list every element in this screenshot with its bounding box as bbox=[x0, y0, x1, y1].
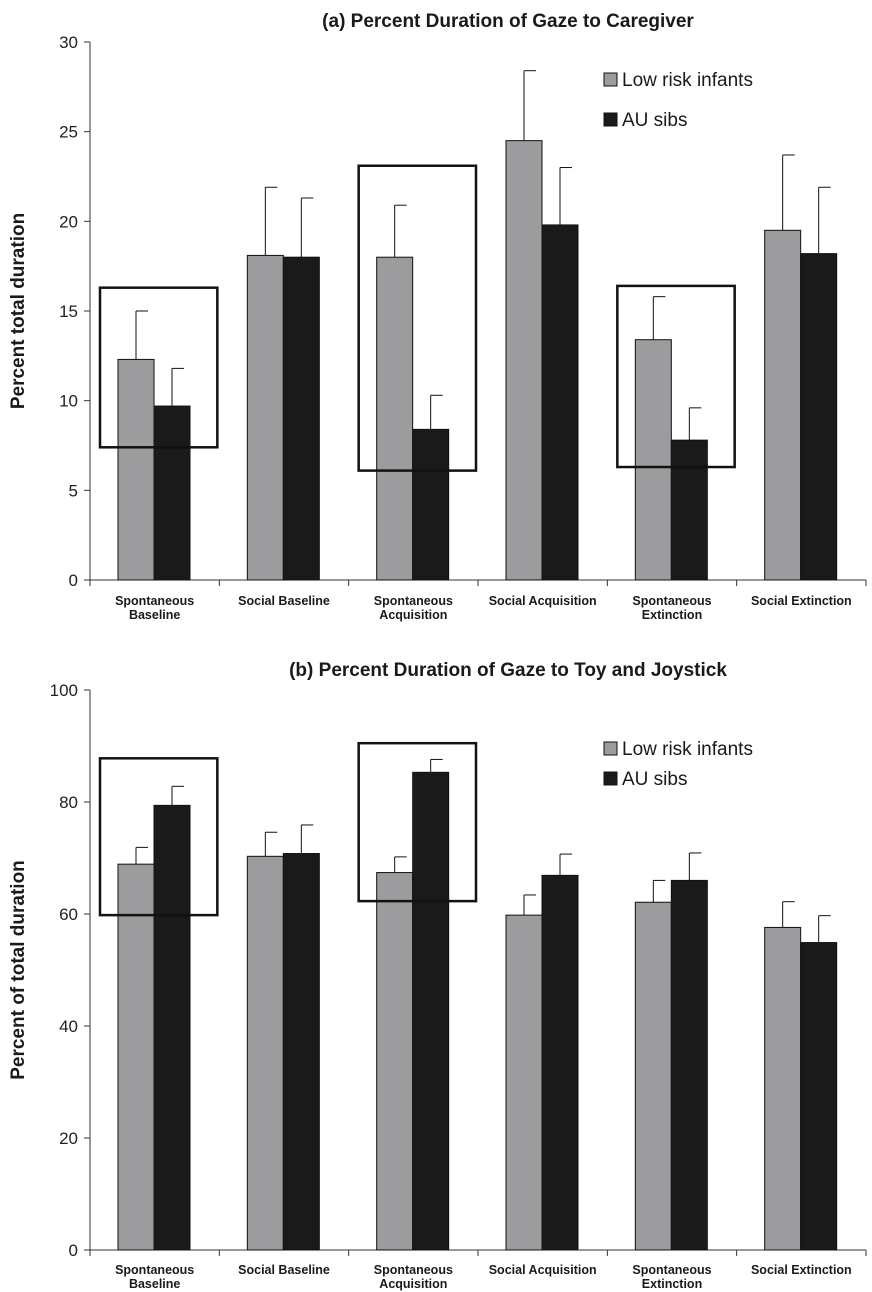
chart-b-bar bbox=[670, 879, 708, 1251]
chart-b-y-tick-label: 40 bbox=[59, 1017, 78, 1036]
chart-b-y-tick-label: 80 bbox=[59, 793, 78, 812]
chart-a-highlight-box bbox=[98, 286, 219, 449]
chart-b-category-label: Baseline bbox=[129, 1277, 180, 1291]
chart-b: (b) Percent Duration of Gaze to Toy and … bbox=[8, 660, 867, 1291]
chart-b-y-axis-label: Percent of total duration bbox=[8, 860, 29, 1080]
chart-a-bar bbox=[541, 224, 579, 581]
chart-b-category-label: Extinction bbox=[642, 1277, 702, 1291]
chart-b-y-tick-label: 0 bbox=[69, 1241, 78, 1260]
chart-a-bar bbox=[246, 254, 284, 581]
chart-b-legend-swatch bbox=[603, 741, 618, 756]
chart-a-bar bbox=[117, 358, 155, 581]
chart-b-category-label: Social Acquisition bbox=[489, 1263, 597, 1277]
chart-a-title: (a) Percent Duration of Gaze to Caregive… bbox=[322, 11, 694, 32]
chart-a-bar bbox=[634, 339, 672, 581]
chart-b-bar bbox=[800, 942, 838, 1251]
chart-a-bar bbox=[153, 405, 191, 581]
chart-a-bar bbox=[800, 253, 838, 581]
chart-b-bar bbox=[246, 855, 284, 1251]
chart-a-bar bbox=[376, 256, 414, 581]
chart-a-y-tick-label: 30 bbox=[59, 33, 78, 52]
chart-b-category-label: Spontaneous bbox=[115, 1263, 194, 1277]
chart-a-category-label: Spontaneous bbox=[374, 594, 453, 608]
chart-a-category-label: Spontaneous bbox=[632, 594, 711, 608]
chart-b-category-label: Social Extinction bbox=[751, 1263, 852, 1277]
chart-b-y-tick-label: 60 bbox=[59, 905, 78, 924]
chart-a-bar bbox=[412, 428, 450, 581]
chart-b-category-label: Acquisition bbox=[379, 1277, 447, 1291]
chart-a: (a) Percent Duration of Gaze to Caregive… bbox=[8, 11, 867, 622]
chart-b-bar bbox=[117, 863, 155, 1251]
chart-b-bar bbox=[634, 901, 672, 1251]
chart-a-category-label: Acquisition bbox=[379, 608, 447, 622]
chart-a-y-tick-label: 25 bbox=[59, 123, 78, 142]
chart-b-category-label: Spontaneous bbox=[374, 1263, 453, 1277]
chart-a-y-tick-label: 15 bbox=[59, 302, 78, 321]
chart-a-category-label: Social Extinction bbox=[751, 594, 852, 608]
chart-a-bar bbox=[505, 140, 543, 581]
chart-b-highlight-box bbox=[357, 741, 478, 903]
chart-a-y-tick-label: 10 bbox=[59, 392, 78, 411]
chart-a-category-label: Extinction bbox=[642, 608, 702, 622]
chart-b-title: (b) Percent Duration of Gaze to Toy and … bbox=[289, 660, 727, 681]
chart-a-legend-swatch bbox=[603, 72, 618, 87]
chart-b-bar bbox=[282, 853, 320, 1251]
chart-b-y-tick-label: 20 bbox=[59, 1129, 78, 1148]
chart-a-y-tick-label: 5 bbox=[69, 481, 78, 500]
chart-b-bar bbox=[376, 872, 414, 1251]
chart-b-category-label: Spontaneous bbox=[632, 1263, 711, 1277]
chart-a-y-axis-label: Percent total duration bbox=[8, 213, 29, 409]
chart-a-bar bbox=[282, 256, 320, 581]
chart-a-legend-swatch bbox=[603, 112, 618, 127]
chart-a-category-label: Social Baseline bbox=[238, 594, 330, 608]
chart-b-bar bbox=[153, 804, 191, 1251]
chart-a-highlight-box bbox=[616, 284, 736, 469]
chart-b-bar bbox=[764, 926, 802, 1251]
chart-a-bar bbox=[670, 439, 708, 581]
chart-b-y-tick-label: 100 bbox=[50, 681, 78, 700]
chart-a-category-label: Baseline bbox=[129, 608, 180, 622]
chart-a-category-label: Spontaneous bbox=[115, 594, 194, 608]
chart-a-y-tick-label: 0 bbox=[69, 571, 78, 590]
chart-b-bar bbox=[412, 771, 450, 1251]
chart-a-highlight-box bbox=[357, 164, 478, 472]
chart-b-category-label: Social Baseline bbox=[238, 1263, 330, 1277]
chart-a-legend-label: AU sibs bbox=[622, 110, 687, 131]
chart-a-bar bbox=[764, 229, 802, 581]
chart-b-legend-label: Low risk infants bbox=[622, 739, 753, 760]
chart-a-category-label: Social Acquisition bbox=[489, 594, 597, 608]
chart-b-legend-swatch bbox=[603, 771, 618, 786]
chart-b-bar bbox=[541, 874, 579, 1251]
chart-b-highlight-box bbox=[98, 757, 219, 917]
chart-b-bar bbox=[505, 914, 543, 1251]
chart-b-legend-label: AU sibs bbox=[622, 769, 687, 790]
chart-a-legend-label: Low risk infants bbox=[622, 70, 753, 91]
chart-a-y-tick-label: 20 bbox=[59, 212, 78, 231]
